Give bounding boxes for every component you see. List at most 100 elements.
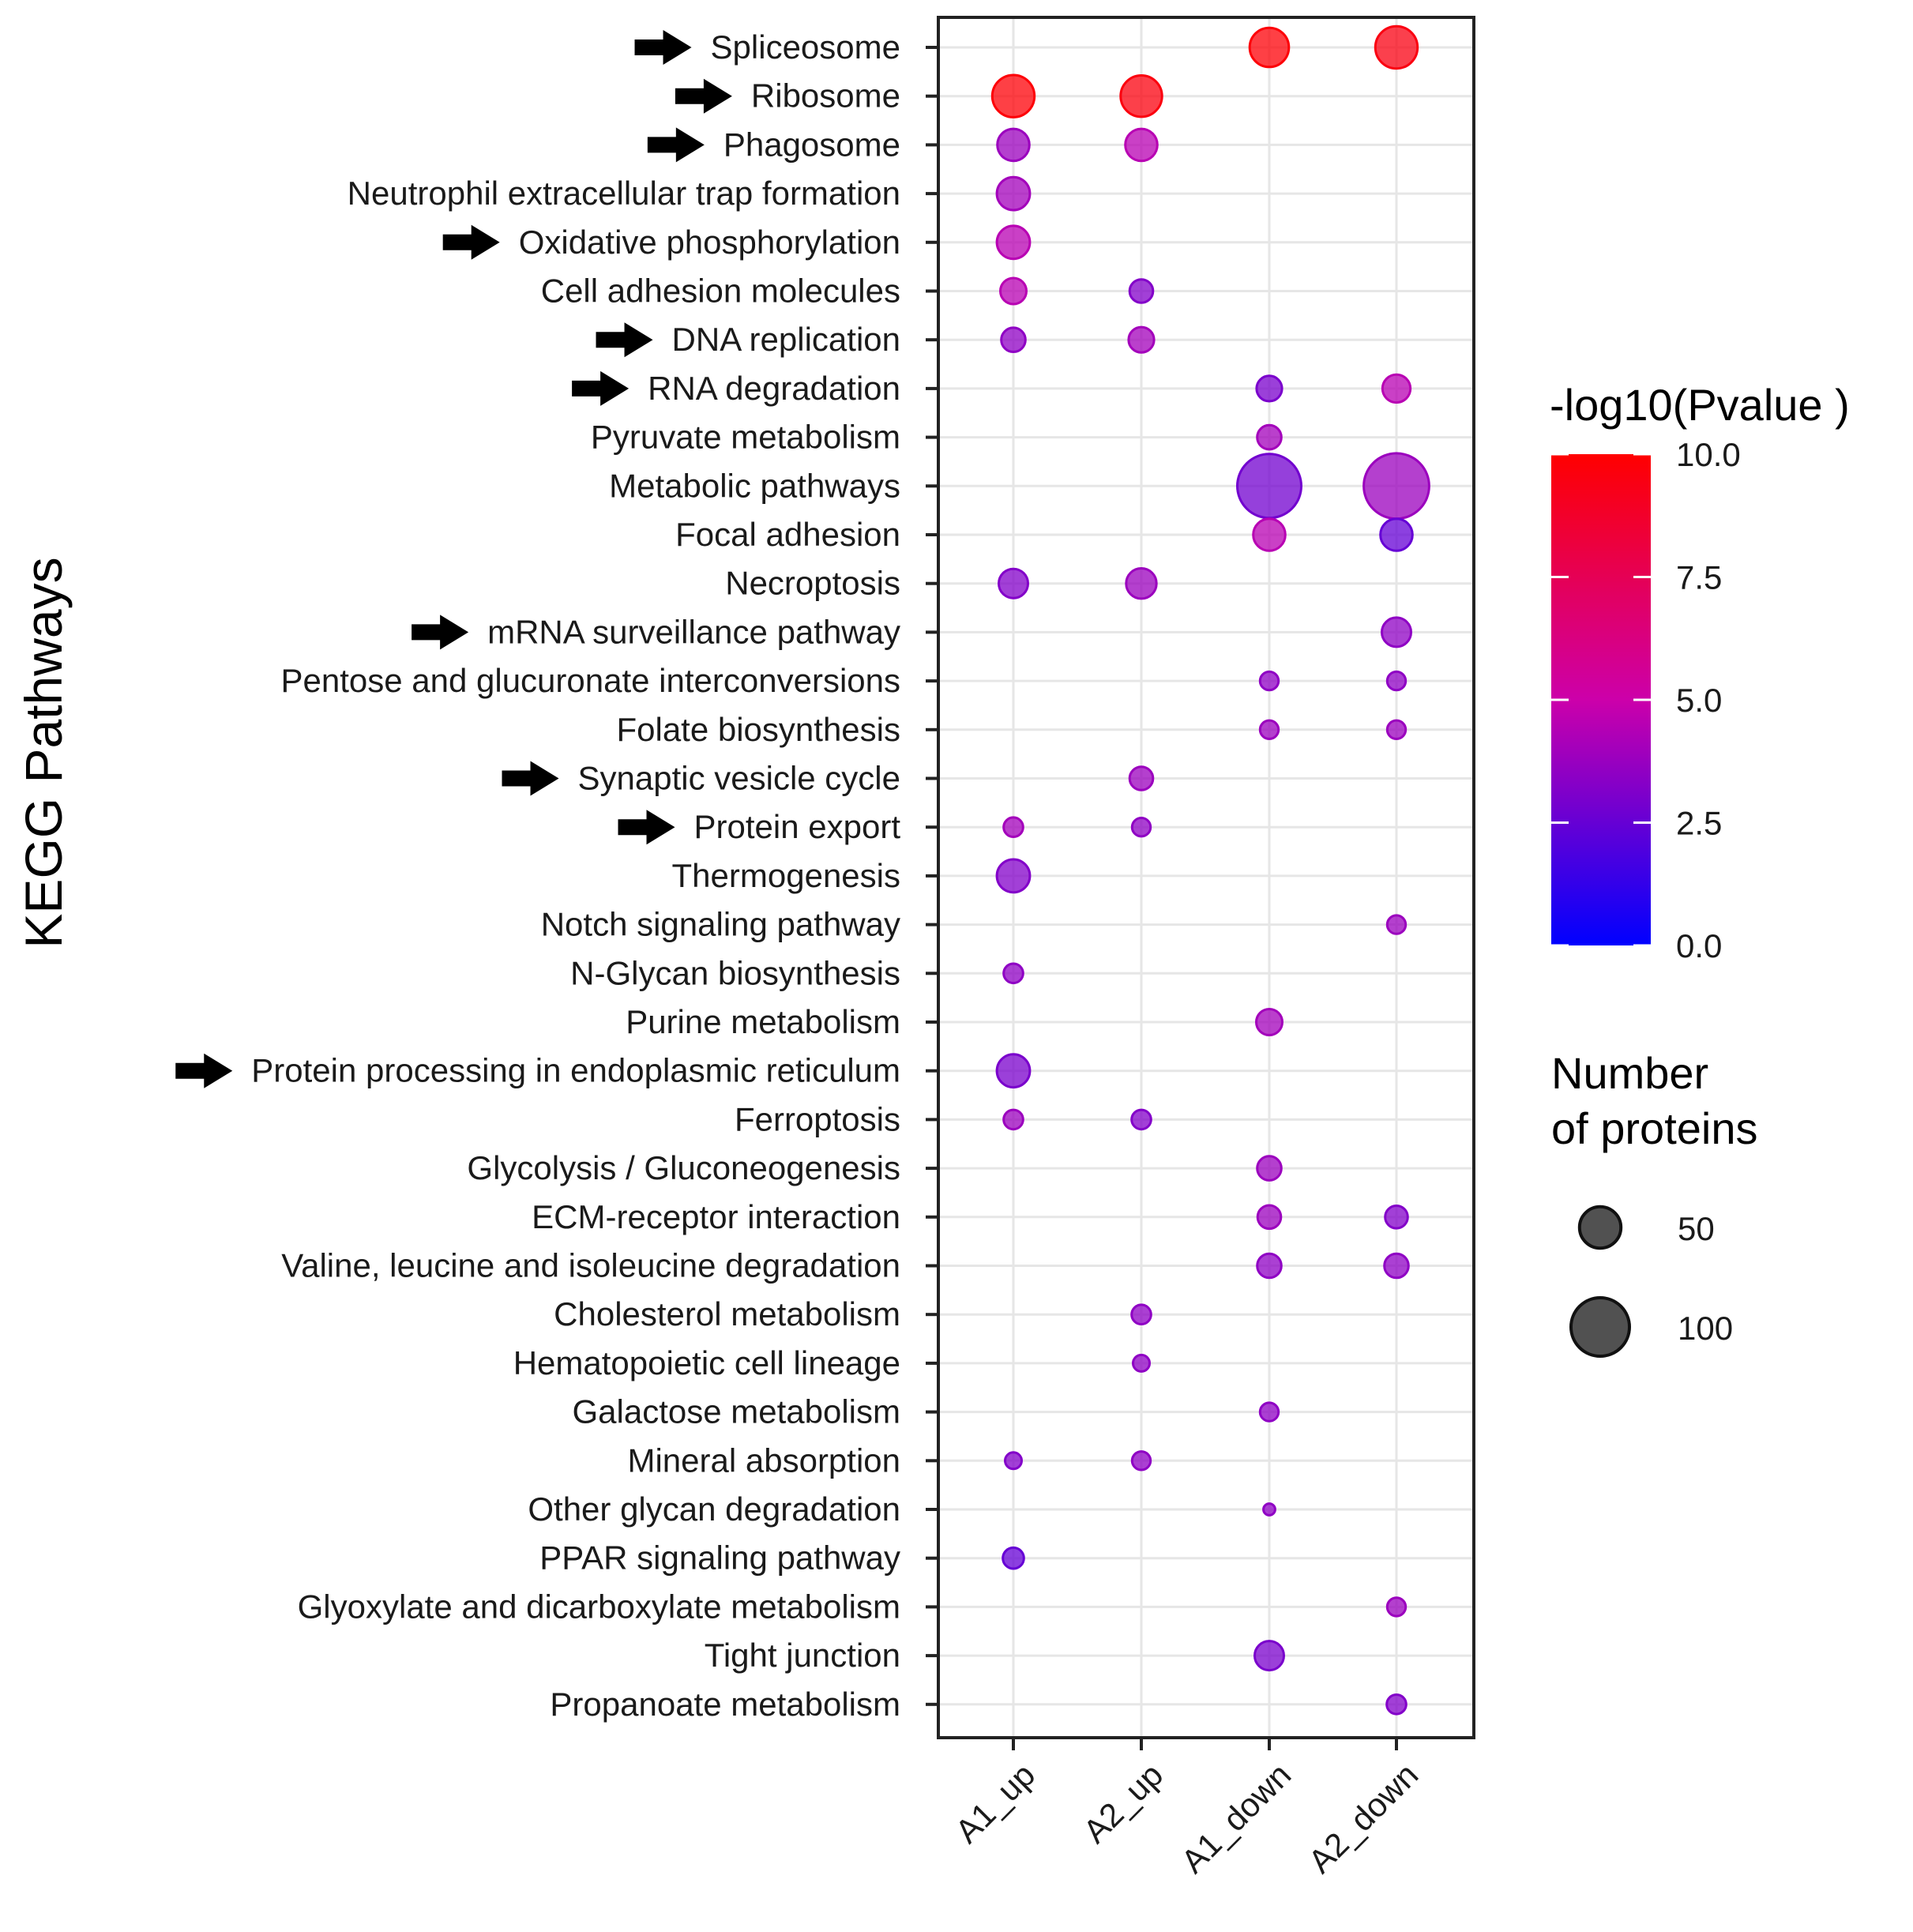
colorbar-label: 0.0 <box>1676 927 1722 964</box>
bubble-folate-biosynthesis-a2-down <box>1385 719 1408 740</box>
bubble-ferroptosis-a1-up <box>1002 1108 1024 1131</box>
axis-ticks <box>926 46 1398 1750</box>
bubble-ecm-receptor-interaction-a1-down <box>1256 1204 1283 1231</box>
bubble-protein-export-a1-up <box>1002 816 1024 838</box>
pathway-label-protein-processing-in-endoplasmic-reticulum: Protein processing in endoplasmic reticu… <box>251 1052 900 1089</box>
bubble-metabolic-pathways-a2-down <box>1362 452 1430 521</box>
highlight-arrow-icon <box>596 322 653 358</box>
x-label-a2-up: A2_up <box>1076 1756 1170 1850</box>
pathway-label-protein-export: Protein export <box>694 808 901 845</box>
pathway-label-tight-junction: Tight junction <box>705 1637 900 1674</box>
pathway-label-mineral-absorption: Mineral absorption <box>627 1441 900 1479</box>
pathway-label-glyoxylate-and-dicarboxylate-metabolism: Glyoxylate and dicarboxylate metabolism <box>298 1588 900 1625</box>
bubble-galactose-metabolism-a1-down <box>1258 1401 1280 1423</box>
highlight-arrow-icon <box>675 78 732 114</box>
bubble-ppar-signaling-pathway-a1-up <box>1002 1546 1025 1570</box>
bubble-protein-export-a2-up <box>1130 817 1152 838</box>
pathway-label-folate-biosynthesis: Folate biosynthesis <box>616 711 900 748</box>
bubble-ribosome-a1-up <box>990 73 1036 118</box>
pathway-label-focal-adhesion: Focal adhesion <box>675 516 900 553</box>
pathway-label-phagosome: Phagosome <box>723 126 900 163</box>
bubble-valine-leucine-and-isoleucine-degradation-a1-down <box>1256 1252 1283 1280</box>
pathway-label-ppar-signaling-pathway: PPAR signaling pathway <box>539 1539 900 1577</box>
pathway-label-cholesterol-metabolism: Cholesterol metabolism <box>554 1295 900 1332</box>
pathway-label-metabolic-pathways: Metabolic pathways <box>609 467 900 504</box>
pathway-label-synaptic-vesicle-cycle: Synaptic vesicle cycle <box>578 760 901 797</box>
bubble-neutrophil-extracellular-trap-formation-a1-up <box>995 175 1032 212</box>
colorbar-label: 2.5 <box>1676 805 1722 842</box>
size-legend-bubble <box>1577 1205 1623 1250</box>
size-legend-label: 50 <box>1678 1210 1715 1247</box>
highlight-arrow-icon <box>175 1053 233 1088</box>
size-legend-title-line2: of proteins <box>1551 1103 1758 1153</box>
pathway-label-neutrophil-extracellular-trap-formation: Neutrophil extracellular trap formation <box>348 175 900 212</box>
bubble-cholesterol-metabolism-a2-up <box>1130 1303 1152 1325</box>
bubble-focal-adhesion-a2-down <box>1379 517 1414 552</box>
bubble-focal-adhesion-a1-down <box>1252 517 1287 552</box>
size-legend-title-line1: Number <box>1551 1048 1708 1098</box>
x-axis-labels: A1_up A2_up A1_down A2_down <box>948 1756 1425 1880</box>
bubble-phagosome-a1-up <box>996 127 1031 163</box>
highlight-arrow-icon <box>502 761 559 796</box>
pathway-label-purine-metabolism: Purine metabolism <box>626 1003 900 1040</box>
bubble-ferroptosis-a2-up <box>1130 1108 1152 1131</box>
bubble-phagosome-a2-up <box>1124 127 1159 163</box>
pathway-label-ferroptosis: Ferroptosis <box>735 1100 900 1137</box>
size-legend-label: 100 <box>1678 1310 1733 1347</box>
bubble-necroptosis-a1-up <box>998 567 1029 600</box>
bubble-pentose-and-glucuronate-interconversions-a2-down <box>1385 670 1408 692</box>
pathway-label-thermogenesis: Thermogenesis <box>672 857 900 894</box>
bubble-valine-leucine-and-isoleucine-degradation-a2-down <box>1383 1252 1410 1280</box>
bubble-n-glycan-biosynthesis-a1-up <box>1002 962 1024 985</box>
pathway-label-rna-degradation: RNA degradation <box>648 370 900 407</box>
x-label-a1-up: A1_up <box>948 1756 1042 1850</box>
bubble-cell-adhesion-molecules-a1-up <box>999 276 1028 306</box>
pathway-label-spliceosome: Spliceosome <box>711 28 900 66</box>
bubble-metabolic-pathways-a1-down <box>1236 453 1302 520</box>
colorbar-label: 7.5 <box>1676 559 1722 596</box>
pathway-label-mrna-surveillance-pathway: mRNA surveillance pathway <box>487 613 900 650</box>
bubble-dna-replication-a2-up <box>1127 325 1156 354</box>
pathway-label-notch-signaling-pathway: Notch signaling pathway <box>541 906 900 943</box>
bubble-mineral-absorption-a2-up <box>1130 1450 1152 1472</box>
bubble-hematopoietic-cell-lineage-a2-up <box>1132 1353 1151 1373</box>
pathway-label-propanoate-metabolism: Propanoate metabolism <box>550 1686 900 1723</box>
bubble-glyoxylate-and-dicarboxylate-metabolism-a2-down <box>1385 1596 1408 1618</box>
pathway-label-valine-leucine-and-isoleucine-degradation: Valine, leucine and isoleucine degradati… <box>281 1247 900 1284</box>
bubble-pyruvate-metabolism-a1-down <box>1256 423 1283 451</box>
pathway-label-other-glycan-degradation: Other glycan degradation <box>528 1490 900 1528</box>
size-legend: Number of proteins 50 100 <box>1551 1048 1758 1358</box>
highlight-arrow-icon <box>618 810 675 845</box>
x-label-a1-down: A1_down <box>1174 1756 1298 1880</box>
bubble-spliceosome-a2-down <box>1374 24 1419 70</box>
bubble-ecm-receptor-interaction-a2-down <box>1384 1205 1409 1230</box>
highlight-arrow-icon <box>412 615 469 650</box>
bubble-pentose-and-glucuronate-interconversions-a1-down <box>1258 670 1280 692</box>
highlight-arrow-icon <box>442 224 500 260</box>
plot-panel-border <box>937 16 1475 1739</box>
pathway-label-ribosome: Ribosome <box>751 77 900 115</box>
color-legend: -log10(Pvalue ) 0.0 2.5 5.0 7.5 10.0 <box>1550 380 1850 964</box>
y-axis-title: KEGG Pathways <box>14 557 73 948</box>
pathway-label-hematopoietic-cell-lineage: Hematopoietic cell lineage <box>513 1344 900 1381</box>
size-legend-bubble <box>1569 1296 1631 1358</box>
pathway-labels: Spliceosome Ribosome Phagosome Neutrophil e… <box>175 28 900 1723</box>
pathway-label-ecm-receptor-interaction: ECM-receptor interaction <box>532 1198 900 1235</box>
bubble-other-glycan-degradation-a1-down <box>1262 1502 1276 1517</box>
x-label-a2-down: A2_down <box>1301 1756 1425 1880</box>
bubble-dna-replication-a1-up <box>1000 326 1027 354</box>
pathway-label-pyruvate-metabolism: Pyruvate metabolism <box>591 419 900 456</box>
pathway-label-n-glycan-biosynthesis: N-Glycan biosynthesis <box>570 954 900 991</box>
bubble-rna-degradation-a1-down <box>1255 374 1283 403</box>
bubble-cell-adhesion-molecules-a2-up <box>1128 278 1155 304</box>
bubble-spliceosome-a1-down <box>1248 26 1291 69</box>
bubbles <box>990 24 1430 1716</box>
color-legend-title: -log10(Pvalue ) <box>1550 380 1850 430</box>
pathway-label-necroptosis: Necroptosis <box>725 565 900 602</box>
bubble-rna-degradation-a2-down <box>1381 373 1412 404</box>
bubble-notch-signaling-pathway-a2-down <box>1385 914 1408 935</box>
bubble-protein-processing-in-endoplasmic-reticulum-a1-up <box>995 1053 1032 1089</box>
pathway-label-galactose-metabolism: Galactose metabolism <box>572 1393 900 1430</box>
pathway-label-pentose-and-glucuronate-interconversions: Pentose and glucuronate interconversions <box>280 662 900 699</box>
